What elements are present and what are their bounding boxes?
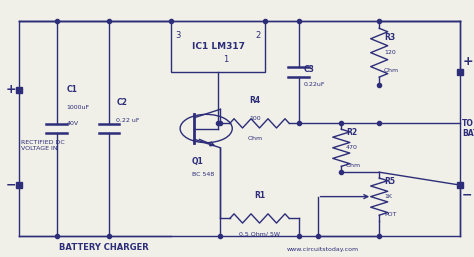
Text: BC 548: BC 548 <box>192 172 214 177</box>
Text: R1: R1 <box>254 191 265 200</box>
Text: R4: R4 <box>249 96 260 105</box>
Text: 3: 3 <box>175 31 181 41</box>
Text: Ohm: Ohm <box>247 136 262 141</box>
Text: 2: 2 <box>255 31 261 41</box>
Text: RECTIFIED DC
VOLTAGE IN: RECTIFIED DC VOLTAGE IN <box>21 140 65 151</box>
Text: R5: R5 <box>384 177 395 186</box>
Text: +: + <box>462 55 473 68</box>
Text: 470: 470 <box>346 145 358 150</box>
Text: 120: 120 <box>384 50 396 55</box>
Text: Q1: Q1 <box>192 157 204 167</box>
Text: www.circuitstoday.com: www.circuitstoday.com <box>286 247 358 252</box>
Text: BATTERY CHARGER: BATTERY CHARGER <box>59 243 149 252</box>
Text: 1: 1 <box>223 55 228 64</box>
Text: TO
BATTERY: TO BATTERY <box>462 119 474 138</box>
Text: 0.5 Ohm/ 5W: 0.5 Ohm/ 5W <box>239 231 280 236</box>
Text: 0.22 uF: 0.22 uF <box>116 118 140 123</box>
Text: −: − <box>462 189 473 202</box>
Text: R2: R2 <box>346 128 357 137</box>
Text: C1: C1 <box>66 85 77 95</box>
Text: C2: C2 <box>116 98 127 107</box>
Text: Ohm: Ohm <box>384 68 399 73</box>
Text: R3: R3 <box>384 33 395 42</box>
Text: POT: POT <box>384 212 396 217</box>
Text: 100: 100 <box>249 116 261 121</box>
Text: C3: C3 <box>303 65 314 74</box>
Text: −: − <box>6 179 17 191</box>
Text: +: + <box>6 84 17 96</box>
Text: IC1 LM317: IC1 LM317 <box>191 42 245 51</box>
Text: 40V: 40V <box>66 121 79 126</box>
Text: 1K: 1K <box>384 194 392 199</box>
Text: 0.22uF: 0.22uF <box>303 82 325 87</box>
Text: 1000uF: 1000uF <box>66 105 90 111</box>
Text: Ohm: Ohm <box>346 163 361 168</box>
Bar <box>171 21 265 72</box>
